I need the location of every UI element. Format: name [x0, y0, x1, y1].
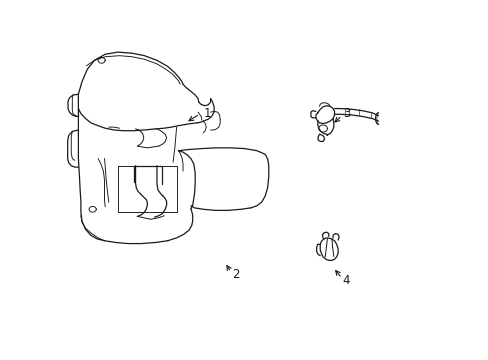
Text: 3: 3 [342, 107, 349, 120]
Text: 1: 1 [203, 107, 210, 120]
Text: 2: 2 [231, 268, 239, 281]
Text: 4: 4 [342, 274, 349, 287]
